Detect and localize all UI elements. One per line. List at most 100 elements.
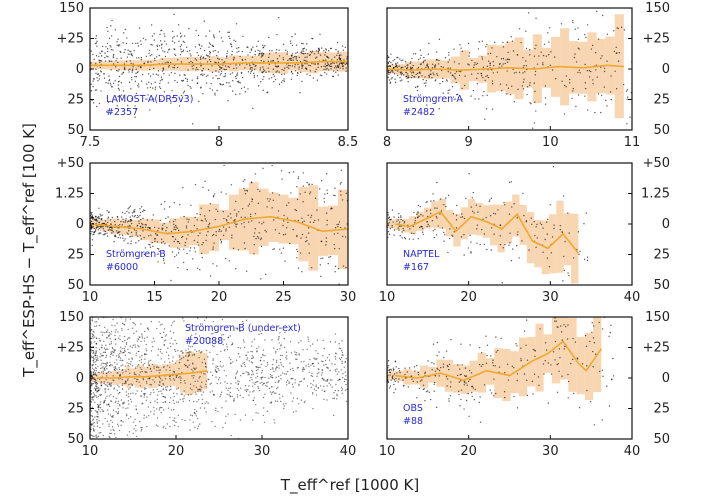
- data-point: [106, 375, 108, 377]
- data-point: [468, 55, 470, 57]
- data-point: [268, 56, 270, 58]
- data-point: [100, 55, 103, 57]
- data-point: [627, 131, 628, 132]
- data-point: [332, 75, 334, 78]
- data-point: [92, 419, 94, 421]
- data-point: [95, 105, 98, 108]
- data-point: [609, 91, 612, 93]
- data-point: [249, 391, 251, 393]
- data-point: [152, 73, 154, 75]
- data-point: [418, 387, 421, 390]
- data-point: [581, 135, 582, 136]
- data-point: [98, 233, 100, 235]
- data-point: [273, 419, 275, 421]
- data-point: [132, 321, 134, 324]
- data-point: [298, 403, 300, 405]
- data-point: [270, 402, 272, 404]
- data-point: [391, 224, 393, 227]
- data-point: [92, 461, 93, 462]
- data-point: [442, 92, 444, 94]
- data-point: [417, 76, 420, 79]
- data-point: [219, 395, 221, 398]
- data-point: [544, 359, 547, 362]
- data-point: [464, 367, 467, 369]
- data-point: [551, 236, 554, 238]
- data-point: [147, 406, 150, 408]
- data-point: [615, 88, 618, 90]
- data-point: [104, 389, 106, 391]
- data-point: [391, 226, 393, 228]
- data-point: [92, 399, 94, 401]
- data-point: [192, 421, 195, 423]
- y-tick-label: 150: [645, 310, 670, 325]
- data-point: [156, 45, 159, 48]
- data-point: [164, 335, 167, 337]
- data-point: [270, 77, 273, 79]
- data-point: [489, 52, 492, 55]
- data-point: [144, 330, 146, 333]
- data-point: [444, 56, 447, 59]
- data-point: [196, 228, 198, 230]
- data-point: [536, 223, 538, 226]
- data-point: [228, 260, 230, 262]
- data-point: [135, 68, 138, 70]
- data-point: [568, 274, 570, 277]
- data-point: [194, 46, 197, 48]
- data-point: [249, 379, 251, 382]
- data-point: [325, 244, 327, 246]
- data-point: [600, 111, 602, 114]
- data-point: [143, 337, 146, 339]
- data-point: [185, 238, 188, 240]
- data-point: [171, 37, 174, 39]
- data-point: [302, 185, 304, 187]
- data-point: [583, 223, 585, 225]
- data-point: [107, 409, 109, 411]
- data-point: [215, 75, 217, 77]
- data-point: [137, 71, 139, 73]
- data-point: [222, 343, 224, 346]
- data-point: [150, 350, 153, 352]
- data-point: [513, 72, 516, 74]
- data-point: [153, 57, 156, 60]
- data-point: [124, 339, 126, 342]
- data-point: [267, 91, 269, 93]
- data-point: [508, 181, 511, 183]
- data-point: [426, 65, 428, 67]
- data-point: [578, 406, 581, 409]
- data-point: [251, 69, 253, 71]
- data-point: [490, 355, 492, 357]
- data-point: [533, 349, 536, 351]
- data-point: [106, 420, 108, 423]
- data-point: [311, 391, 314, 394]
- data-point: [315, 350, 317, 352]
- data-point: [479, 421, 482, 423]
- data-point: [242, 372, 244, 375]
- data-point: [468, 369, 471, 372]
- data-point: [216, 353, 218, 356]
- data-point: [208, 58, 211, 61]
- data-point: [559, 356, 561, 359]
- data-point: [316, 209, 318, 211]
- data-point: [104, 60, 107, 62]
- data-point: [123, 66, 126, 69]
- data-point: [301, 221, 304, 223]
- data-point: [258, 85, 260, 87]
- data-point: [271, 164, 273, 167]
- data-point: [128, 71, 130, 73]
- data-point: [91, 226, 93, 228]
- data-point: [258, 333, 260, 336]
- data-point: [592, 79, 594, 81]
- data-point: [140, 395, 142, 397]
- data-point: [258, 54, 260, 56]
- data-point: [411, 74, 413, 77]
- data-point: [109, 219, 112, 221]
- data-point: [131, 212, 134, 214]
- data-point: [390, 368, 392, 371]
- data-point: [433, 363, 435, 365]
- data-point: [544, 103, 547, 105]
- data-point: [334, 389, 337, 392]
- data-point: [419, 205, 422, 208]
- data-point: [311, 375, 314, 378]
- data-point: [193, 367, 195, 369]
- data-point: [128, 351, 130, 354]
